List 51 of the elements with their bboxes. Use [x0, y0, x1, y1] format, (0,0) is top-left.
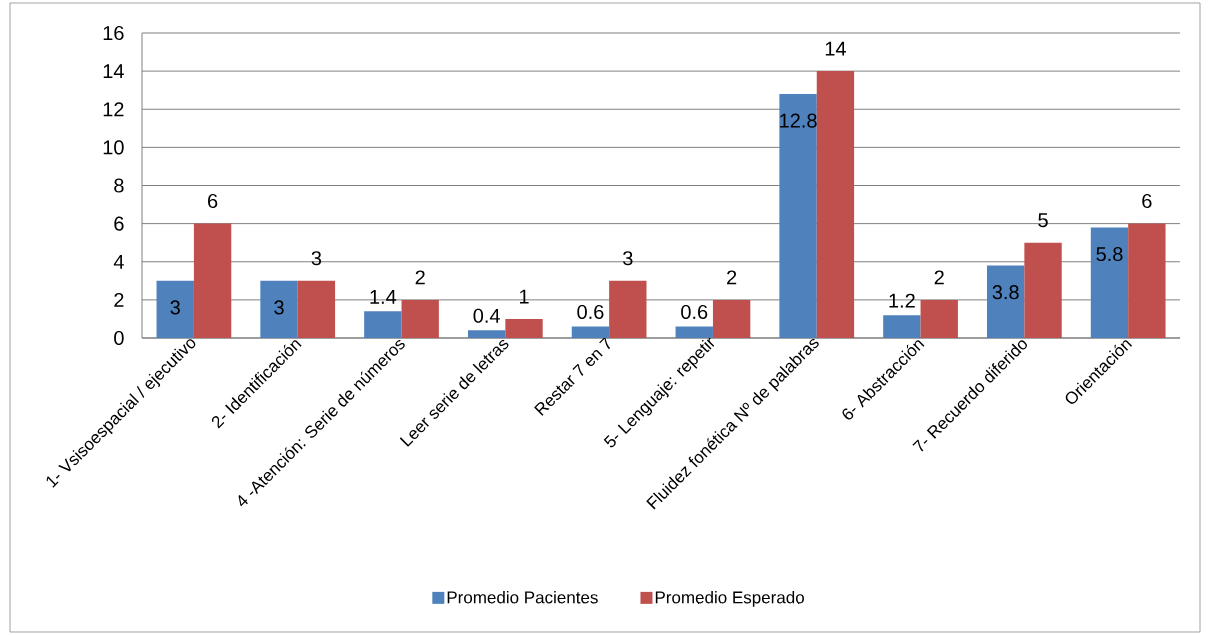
data-label: 0.6: [681, 304, 708, 320]
data-label: 3: [623, 251, 633, 266]
bar: [675, 326, 713, 338]
data-label: 0.4: [473, 308, 500, 323]
bar: [986, 265, 1025, 338]
data-label: 14: [825, 41, 846, 56]
bar: [260, 280, 298, 338]
y-tick-label: 10: [103, 140, 124, 155]
data-label: 5: [1038, 213, 1048, 228]
y-tick-label: 8: [114, 178, 124, 193]
bar: [364, 311, 402, 338]
bar: [401, 299, 439, 338]
bar: [609, 280, 647, 338]
data-label: 2: [415, 270, 425, 285]
data-label: 0.6: [577, 304, 604, 320]
bar: [920, 299, 958, 338]
bar: [505, 318, 543, 338]
bar: [883, 315, 921, 338]
data-label: 1.4: [370, 290, 397, 304]
data-label: 12.8: [780, 113, 817, 128]
data-label: 2: [727, 270, 737, 285]
data-label: 6: [1142, 193, 1152, 209]
data-label: 5.8: [1096, 246, 1123, 262]
y-tick-label: 4: [113, 254, 124, 269]
y-tick-label: 2: [114, 292, 124, 307]
data-label: 3: [274, 300, 284, 315]
bar: [816, 71, 855, 338]
data-label: 1.2: [889, 293, 915, 308]
y-tick-label: 6: [114, 216, 124, 231]
bar: [571, 326, 610, 338]
y-tick-label: 14: [103, 64, 124, 78]
legend-label: Promedio Esperado: [655, 590, 804, 607]
bar: [297, 280, 336, 338]
y-tick-label: 0: [114, 330, 124, 346]
bar: [779, 94, 817, 338]
bar: [1024, 242, 1062, 338]
y-tick-label: 16: [103, 25, 124, 41]
legend-label: Promedio Pacientes: [447, 590, 598, 604]
data-label: 3: [170, 300, 180, 315]
bar: [467, 330, 506, 338]
data-label: 1: [519, 289, 529, 304]
bar: [1090, 227, 1129, 338]
data-label: 3: [311, 251, 322, 266]
bar: [193, 223, 232, 338]
data-label: 6: [208, 193, 218, 209]
data-label: 2: [934, 270, 944, 285]
data-label: 3.8: [992, 285, 1019, 300]
bar: [712, 299, 751, 338]
bar: [156, 280, 194, 338]
y-tick-label: 12: [103, 102, 124, 117]
bar: [1128, 223, 1166, 338]
